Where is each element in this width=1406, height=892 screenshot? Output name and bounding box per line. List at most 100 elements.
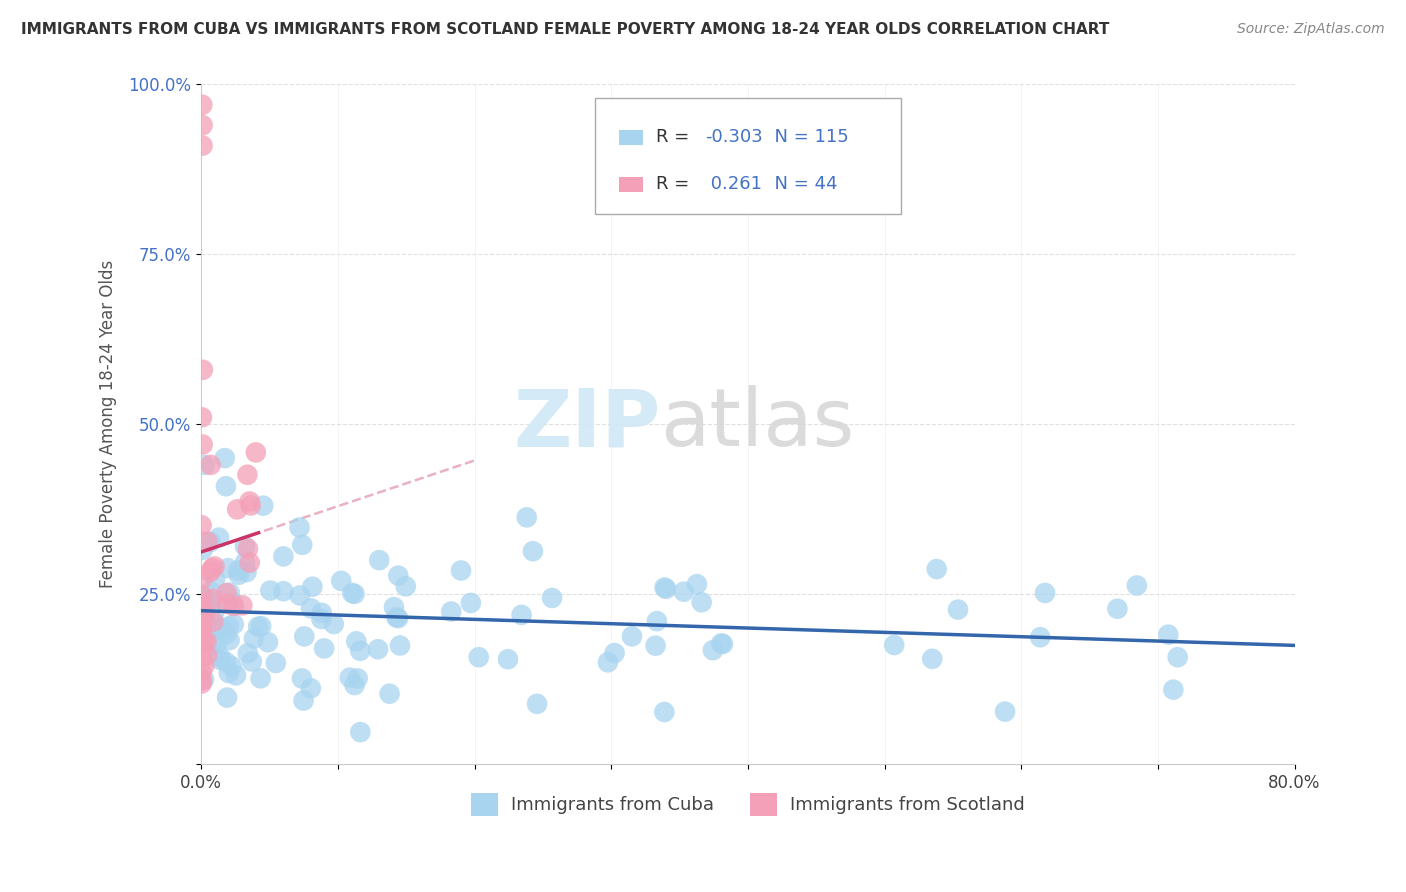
Point — [190, 518, 212, 533]
Point — [264, 656, 287, 670]
Point — [288, 589, 311, 603]
Point — [190, 676, 212, 690]
Point — [672, 584, 695, 599]
Point — [378, 687, 401, 701]
Point — [222, 599, 245, 614]
Point — [249, 671, 271, 685]
Point — [273, 584, 295, 599]
Point — [387, 611, 409, 625]
Point — [231, 599, 253, 613]
Point — [209, 594, 232, 608]
Point — [191, 138, 214, 153]
Point — [273, 549, 295, 564]
Point — [190, 588, 212, 602]
Text: atlas: atlas — [661, 385, 855, 463]
Point — [191, 650, 214, 665]
Point — [368, 553, 391, 567]
Point — [257, 635, 280, 649]
Point — [193, 606, 215, 620]
Point — [450, 564, 472, 578]
Point — [201, 592, 224, 607]
Point — [226, 564, 249, 578]
Point — [204, 624, 226, 638]
Point — [195, 534, 218, 549]
Point — [190, 623, 212, 637]
Point — [218, 666, 240, 681]
Point — [291, 672, 314, 686]
Point — [201, 561, 224, 575]
Point — [245, 445, 267, 459]
Point — [191, 98, 214, 112]
Point — [388, 639, 411, 653]
Point — [250, 619, 273, 633]
Point — [201, 634, 224, 648]
Point — [191, 363, 214, 377]
Point — [596, 655, 619, 669]
Point — [195, 596, 218, 610]
FancyBboxPatch shape — [619, 130, 643, 145]
Text: N = 44: N = 44 — [763, 176, 838, 194]
Point — [288, 520, 311, 534]
Point — [1163, 682, 1185, 697]
Point — [252, 499, 274, 513]
Point — [291, 538, 314, 552]
Point — [214, 451, 236, 466]
Point — [240, 655, 263, 669]
Point — [541, 591, 564, 605]
Point — [193, 637, 215, 651]
Point — [522, 544, 544, 558]
Point — [233, 539, 256, 553]
Point — [204, 572, 226, 586]
Point — [193, 458, 215, 472]
Point — [654, 581, 676, 595]
Point — [339, 671, 361, 685]
Point — [710, 636, 733, 650]
Text: N = 115: N = 115 — [763, 128, 849, 146]
Point — [191, 632, 214, 646]
Point — [645, 614, 668, 628]
Point — [311, 606, 333, 620]
Point — [193, 612, 215, 626]
Point — [228, 567, 250, 582]
Point — [200, 565, 222, 579]
Point — [236, 467, 259, 482]
Point — [239, 499, 262, 513]
Point — [225, 668, 247, 682]
Point — [603, 646, 626, 660]
Point — [496, 652, 519, 666]
Point — [330, 574, 353, 588]
Point — [195, 648, 218, 663]
Point — [1107, 601, 1129, 615]
Point — [191, 625, 214, 640]
Point — [236, 541, 259, 556]
Point — [215, 655, 238, 669]
Y-axis label: Female Poverty Among 18-24 Year Olds: Female Poverty Among 18-24 Year Olds — [100, 260, 117, 588]
Point — [440, 605, 463, 619]
Point — [314, 641, 336, 656]
Point — [1126, 578, 1149, 592]
Point — [1029, 630, 1052, 644]
Point — [200, 535, 222, 549]
Point — [215, 479, 238, 493]
Point — [1157, 628, 1180, 642]
Point — [191, 673, 214, 688]
Text: R =: R = — [657, 176, 695, 194]
Point — [655, 582, 678, 596]
Point — [217, 597, 239, 611]
Point — [208, 652, 231, 666]
Point — [921, 652, 943, 666]
Point — [702, 643, 724, 657]
Point — [226, 502, 249, 516]
Point — [346, 672, 368, 686]
Point — [215, 690, 238, 705]
Point — [190, 605, 212, 619]
Point — [292, 693, 315, 707]
Point — [202, 606, 225, 620]
Point — [686, 577, 709, 591]
Point — [644, 639, 666, 653]
Point — [200, 458, 222, 472]
Point — [395, 579, 418, 593]
Point — [204, 559, 226, 574]
Point — [322, 617, 344, 632]
Point — [190, 665, 212, 679]
